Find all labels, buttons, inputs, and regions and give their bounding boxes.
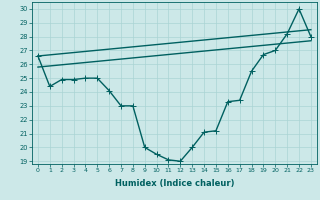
X-axis label: Humidex (Indice chaleur): Humidex (Indice chaleur): [115, 179, 234, 188]
